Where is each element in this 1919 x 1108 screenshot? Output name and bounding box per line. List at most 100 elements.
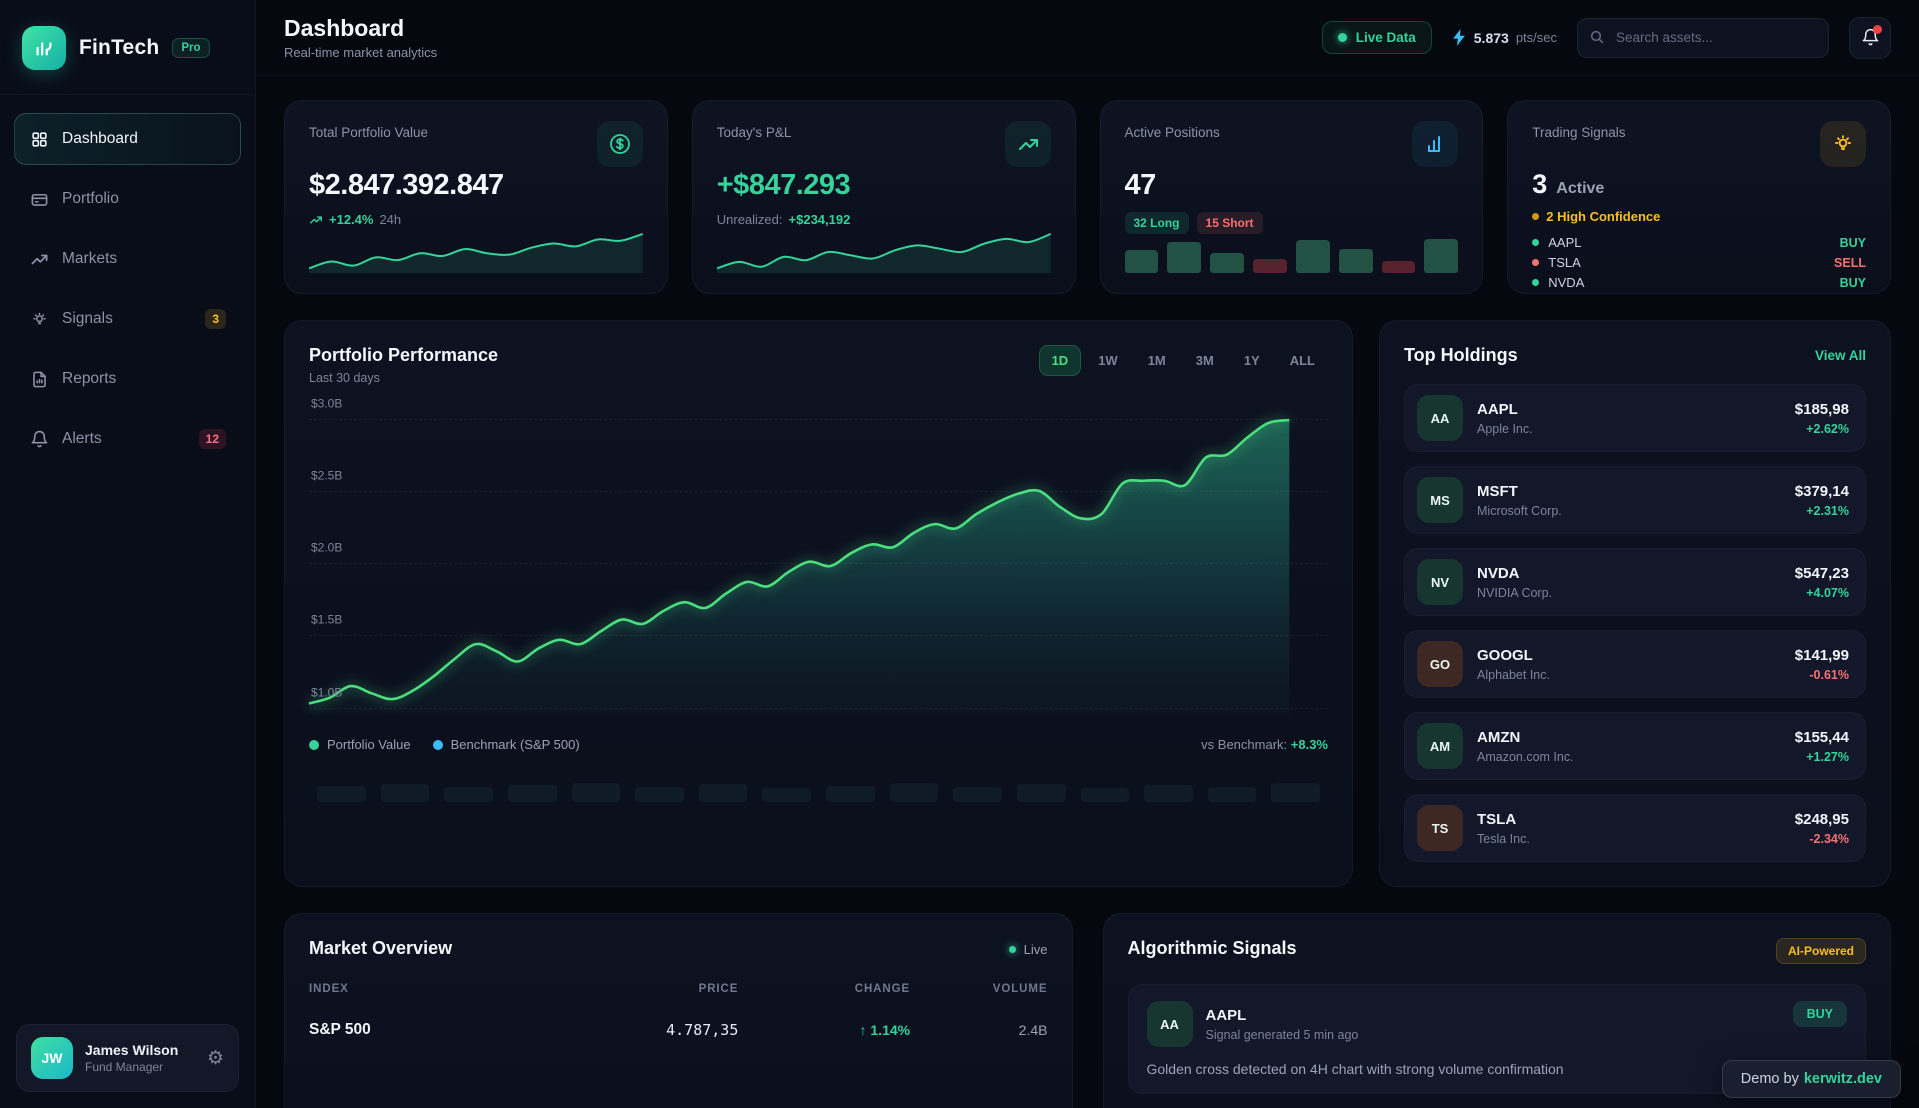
- bell-icon: [29, 429, 49, 449]
- positions-count: 47: [1124, 169, 1157, 201]
- holding-company: Amazon.com Inc.: [1477, 749, 1574, 764]
- trending-up-icon: [1004, 121, 1051, 167]
- holding-info: GOOGL Alphabet Inc.: [1477, 647, 1550, 682]
- volume-bar: [635, 787, 684, 802]
- holding-price: $248,95: [1794, 810, 1849, 828]
- holding-info: AMZN Amazon.com Inc.: [1477, 729, 1574, 764]
- legend-item: Portfolio Value: [309, 737, 411, 752]
- holding-price: $141,99: [1794, 646, 1849, 664]
- topbar: Dashboard Real-time market analytics Liv…: [256, 0, 1919, 76]
- holding-row-nvda[interactable]: NV NVDA NVIDIA Corp. $547,23 +4.07%: [1404, 548, 1866, 616]
- holding-values: $141,99 -0.61%: [1795, 647, 1849, 682]
- y-axis-label: $2.0B: [311, 540, 343, 555]
- signal-ticker: AAPL: [1548, 235, 1582, 250]
- notification-dot: [1873, 24, 1882, 34]
- trading-signals-card: Trading Signals 3 Active 2 High Confiden…: [1507, 100, 1891, 294]
- sidebar-badge-signals: 3: [205, 309, 226, 329]
- volume-bar: [444, 787, 493, 802]
- range-button-1w[interactable]: 1W: [1085, 345, 1131, 376]
- portfolio-sparkline: [309, 227, 643, 273]
- view-all-link[interactable]: View All: [1814, 348, 1866, 363]
- user-card[interactable]: JW James Wilson Fund Manager ⚙: [16, 1024, 239, 1092]
- holding-values: $379,14 +2.31%: [1795, 483, 1849, 518]
- market-row-s&p-500[interactable]: S&P 500 4.787,35 ↑ 1.14% 2.4B: [309, 1021, 1048, 1039]
- sidebar-nav: Dashboard Portfolio Markets Signals 3 Reports…: [0, 95, 255, 1008]
- sidebar-item-label: Signals: [62, 310, 113, 327]
- sidebar-item-label: Reports: [62, 370, 117, 387]
- holding-info: MSFT Microsoft Corp.: [1477, 483, 1562, 518]
- live-dot-icon: [1008, 946, 1016, 953]
- logo-row: FinTech Pro: [0, 0, 255, 95]
- notifications-button[interactable]: [1849, 16, 1891, 59]
- market-table-header: INDEX PRICE CHANGE VOLUME: [309, 983, 1048, 995]
- performance-chart-svg: [309, 407, 1328, 715]
- pnl-sub-value: +$234,192: [788, 212, 851, 227]
- y-axis-label: $2.5B: [311, 468, 343, 483]
- holding-ticker: NVDA: [1477, 564, 1520, 582]
- sidebar-item-reports[interactable]: Reports: [14, 353, 241, 405]
- long-positions-badge: 32 Long: [1124, 212, 1189, 234]
- holding-values: $155,44 +1.27%: [1795, 729, 1849, 764]
- short-positions-badge: 15 Short: [1196, 212, 1263, 234]
- holding-row-tsla[interactable]: TS TSLA Tesla Inc. $248,95 -2.34%: [1404, 794, 1866, 862]
- signal-dot-icon: [1532, 279, 1540, 286]
- volume-bar: [1271, 783, 1320, 802]
- y-axis-label: $1.5B: [311, 613, 343, 628]
- app-name: FinTech: [79, 36, 160, 59]
- signal-dot-icon: [1532, 239, 1540, 246]
- volume-bar: [762, 788, 811, 802]
- position-bar: [1210, 252, 1245, 273]
- sidebar-item-portfolio[interactable]: Portfolio: [14, 173, 241, 225]
- holding-avatar: AA: [1417, 395, 1463, 441]
- bottom-row: Market Overview Live INDEX PRICE CHANGE …: [284, 913, 1891, 1108]
- holding-info: TSLA Tesla Inc.: [1477, 811, 1530, 846]
- main-area: Dashboard Real-time market analytics Liv…: [256, 0, 1919, 1108]
- demo-link[interactable]: kerwitz.dev: [1803, 1071, 1882, 1087]
- y-axis-label: $1.0B: [311, 685, 343, 700]
- signal-action-badge: BUY: [1792, 1001, 1847, 1027]
- volume-bar: [698, 784, 748, 802]
- search-input[interactable]: [1577, 17, 1829, 58]
- holding-row-googl[interactable]: GO GOOGL Alphabet Inc. $141,99 -0.61%: [1404, 630, 1866, 698]
- signal-avatar: AA: [1146, 1001, 1193, 1047]
- holding-row-msft[interactable]: MS MSFT Microsoft Corp. $379,14 +2.31%: [1404, 466, 1866, 534]
- sidebar-item-alerts[interactable]: Alerts 12: [14, 413, 241, 465]
- sidebar-item-markets[interactable]: Markets: [14, 233, 241, 285]
- range-button-3m[interactable]: 3M: [1183, 345, 1227, 376]
- algo-signal-card-aapl[interactable]: AA AAPL Signal generated 5 min ago BUY Golde…: [1127, 984, 1866, 1094]
- fintech-logo-icon: [22, 26, 66, 70]
- holding-change: -2.34%: [1809, 831, 1849, 846]
- live-dot-icon: [1337, 33, 1347, 42]
- holding-row-aapl[interactable]: AA AAPL Apple Inc. $185,98 +2.62%: [1404, 384, 1866, 452]
- range-button-1d[interactable]: 1D: [1038, 345, 1082, 376]
- range-button-1y[interactable]: 1Y: [1231, 345, 1273, 376]
- sidebar-item-dashboard[interactable]: Dashboard: [14, 113, 241, 165]
- card-label: Total Portfolio Value: [309, 125, 429, 140]
- holding-ticker: AMZN: [1477, 728, 1521, 746]
- positions-mini-bars: [1124, 234, 1459, 273]
- user-role: Fund Manager: [85, 1060, 164, 1074]
- card-label: Active Positions: [1124, 125, 1220, 140]
- confidence-dot-icon: [1532, 213, 1540, 220]
- volume-bar: [953, 787, 1002, 802]
- signal-action: BUY: [1839, 235, 1866, 250]
- holding-price: $155,44: [1794, 728, 1849, 746]
- benchmark-value: +8.3%: [1290, 737, 1328, 752]
- holding-row-amzn[interactable]: AM AMZN Amazon.com Inc. $155,44 +1.27%: [1404, 712, 1866, 780]
- card-label: Trading Signals: [1532, 125, 1626, 140]
- range-button-all[interactable]: ALL: [1277, 345, 1328, 376]
- middle-row: Portfolio Performance Last 30 days 1D 1W 1…: [284, 320, 1891, 887]
- total-portfolio-card: Total Portfolio Value $2.847.392.847 +12…: [284, 100, 668, 294]
- signals-count: 3: [1532, 169, 1548, 199]
- signal-ticker: AAPL: [1205, 1006, 1247, 1024]
- range-button-1m[interactable]: 1M: [1135, 345, 1179, 376]
- sidebar-item-signals[interactable]: Signals 3: [14, 293, 241, 345]
- sidebar-item-label: Alerts: [62, 430, 102, 447]
- volume-bar: [571, 783, 621, 802]
- volume-bar: [507, 785, 557, 802]
- time-range-group: 1D 1W 1M 3M 1Y ALL: [1038, 345, 1328, 376]
- dollar-circle-icon: [596, 121, 643, 167]
- settings-gear-icon[interactable]: ⚙: [206, 1047, 224, 1069]
- market-title: Market Overview: [309, 938, 453, 958]
